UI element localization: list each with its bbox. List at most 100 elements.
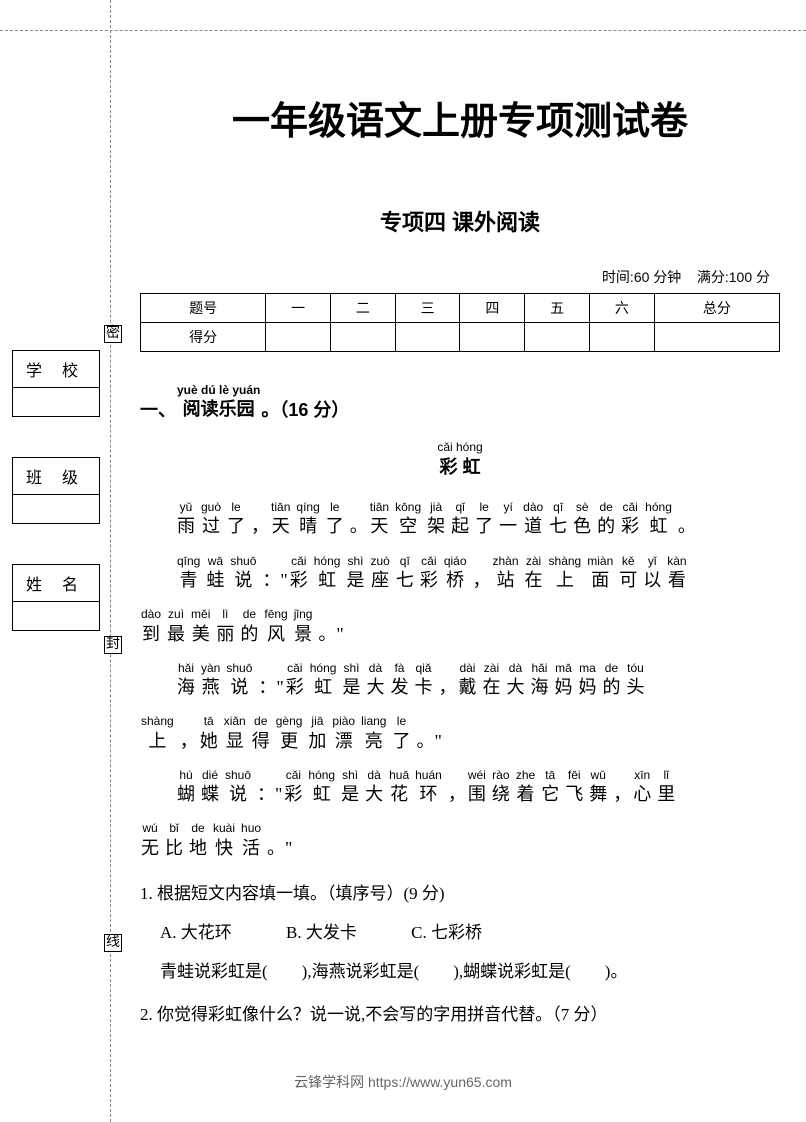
ruby-char: hǎi海 <box>530 661 548 701</box>
ruby-char: fēng风 <box>264 607 287 647</box>
score-header-cell: 题号 <box>141 294 266 323</box>
section-number: 一、 <box>140 400 176 420</box>
score-table: 题号一二三四五六总分 得分 <box>140 293 780 352</box>
score-header-cell: 五 <box>525 294 590 323</box>
fold-marker-xian: 线 <box>104 934 122 952</box>
ruby-char: dà大 <box>506 661 524 701</box>
ruby-char: huo活 <box>241 821 261 861</box>
ruby-char: le了 <box>326 500 344 540</box>
vertical-dashed-line <box>110 0 111 1122</box>
ruby-char: zài在 <box>525 554 543 594</box>
passage-line: hú蝴 dié蝶 shuō说 ："cǎi彩 hóng虹 shì是 dà大 huā… <box>140 768 780 808</box>
ruby-char: zhàn站 <box>493 554 519 594</box>
ruby-char: hóng虹 <box>310 661 337 701</box>
ruby-char: dào道 <box>523 500 543 540</box>
ruby-char: huā花 <box>389 768 409 808</box>
fold-marker-mi: 密 <box>104 325 122 343</box>
passage-title-hanzi: 彩 虹 <box>437 455 482 480</box>
score-cell <box>589 323 654 352</box>
ruby-char: de的 <box>597 500 615 540</box>
score-header-cell: 四 <box>460 294 525 323</box>
ruby-char: fēi飞 <box>565 768 583 808</box>
ruby-char: lǐ里 <box>657 768 675 808</box>
school-box: 学 校 <box>12 350 100 417</box>
ruby-char: kōng空 <box>395 500 421 540</box>
question-2: 2. 你觉得彩虹像什么？说一说,不会写的字用拼音代替。（7 分） <box>140 1000 780 1025</box>
question-1-options: A. 大花环 B. 大发卡 C. 七彩桥 <box>140 918 780 943</box>
ruby-char: shì是 <box>342 661 360 701</box>
ruby-char: le了 <box>392 714 410 754</box>
score-header-cell: 六 <box>589 294 654 323</box>
class-blank <box>13 495 99 523</box>
section-points: 。（16 分） <box>261 400 349 420</box>
ruby-char: tiān天 <box>370 500 389 540</box>
score-cell <box>654 323 779 352</box>
ruby-char: hǎi海 <box>177 661 195 701</box>
subtitle: 专项四 课外阅读 <box>140 205 780 237</box>
ruby-char: yǔ雨 <box>177 500 195 540</box>
ruby-char: gèng更 <box>276 714 303 754</box>
section-pinyin: yuè dú lè yuán <box>177 383 260 397</box>
ruby-char: tóu头 <box>626 661 644 701</box>
question-1: 1. 根据短文内容填一填。（填序号）(9 分) <box>140 879 780 904</box>
option-a: A. 大花环 <box>160 918 232 943</box>
ruby-char: xiǎn显 <box>224 714 246 754</box>
ruby-char: yàn燕 <box>201 661 220 701</box>
ruby-char: shuō说 <box>226 661 252 701</box>
ruby-char: guò过 <box>201 500 221 540</box>
ruby-char: shuō说 <box>225 768 251 808</box>
full-score-label: 满分:100 分 <box>697 269 770 285</box>
punctuation: ：" <box>257 768 282 808</box>
ruby-char: jià架 <box>427 500 445 540</box>
ruby-char: miàn面 <box>587 554 613 594</box>
ruby-char: wéi围 <box>468 768 486 808</box>
punctuation: 。 <box>350 500 368 540</box>
ruby-char: le了 <box>227 500 245 540</box>
score-header-cell: 一 <box>266 294 331 323</box>
class-box: 班 级 <box>12 457 100 524</box>
ruby-char: hú蝴 <box>177 768 195 808</box>
ruby-char: wú无 <box>141 821 159 861</box>
score-cell <box>395 323 460 352</box>
ruby-char: ma妈 <box>578 661 596 701</box>
ruby-char: shàng上 <box>549 554 582 594</box>
punctuation: 。 <box>678 500 696 540</box>
score-value-row: 得分 <box>141 323 780 352</box>
punctuation: ， <box>448 768 466 808</box>
ruby-char: jiā加 <box>308 714 326 754</box>
meta-info: 时间:60 分钟 满分:100 分 <box>140 267 780 287</box>
ruby-char: le了 <box>475 500 493 540</box>
option-c: C. 七彩桥 <box>411 918 482 943</box>
ruby-char: cǎi彩 <box>286 661 304 701</box>
punctuation: ：" <box>258 661 283 701</box>
ruby-char: mā妈 <box>554 661 572 701</box>
fold-marker-feng: 封 <box>104 636 122 654</box>
punctuation: ， <box>613 768 631 808</box>
ruby-char: zài在 <box>482 661 500 701</box>
score-cell <box>330 323 395 352</box>
ruby-char: shì是 <box>341 768 359 808</box>
ruby-char: qiǎ卡 <box>414 661 432 701</box>
ruby-char: kàn看 <box>667 554 686 594</box>
punctuation: ， <box>180 714 198 754</box>
score-cell <box>460 323 525 352</box>
passage-line: qīng青 wā蛙 shuō说 ："cǎi彩 hóng虹 shì是 zuò座 q… <box>140 554 780 594</box>
ruby-char: zuì最 <box>167 607 185 647</box>
ruby-char: piào漂 <box>332 714 355 754</box>
ruby-char: cǎi彩 <box>621 500 639 540</box>
passage-line: shàng上 ，tā她 xiǎn显 de得 gèng更 jiā加 piào漂 l… <box>140 714 780 754</box>
ruby-char: qīng青 <box>177 554 200 594</box>
main-title: 一年级语文上册专项测试卷 <box>140 90 780 145</box>
side-info-boxes: 学 校 班 级 姓 名 <box>12 350 100 671</box>
ruby-char: tā她 <box>200 714 218 754</box>
ruby-char: dié蝶 <box>201 768 219 808</box>
ruby-char: zuò座 <box>370 554 389 594</box>
score-header-cell: 二 <box>330 294 395 323</box>
ruby-char: de的 <box>240 607 258 647</box>
name-box: 姓 名 <box>12 564 100 631</box>
ruby-char: dà大 <box>365 768 383 808</box>
punctuation: ， <box>251 500 269 540</box>
punctuation: 。" <box>267 821 292 861</box>
option-b: B. 大发卡 <box>286 918 357 943</box>
ruby-char: hóng虹 <box>314 554 341 594</box>
